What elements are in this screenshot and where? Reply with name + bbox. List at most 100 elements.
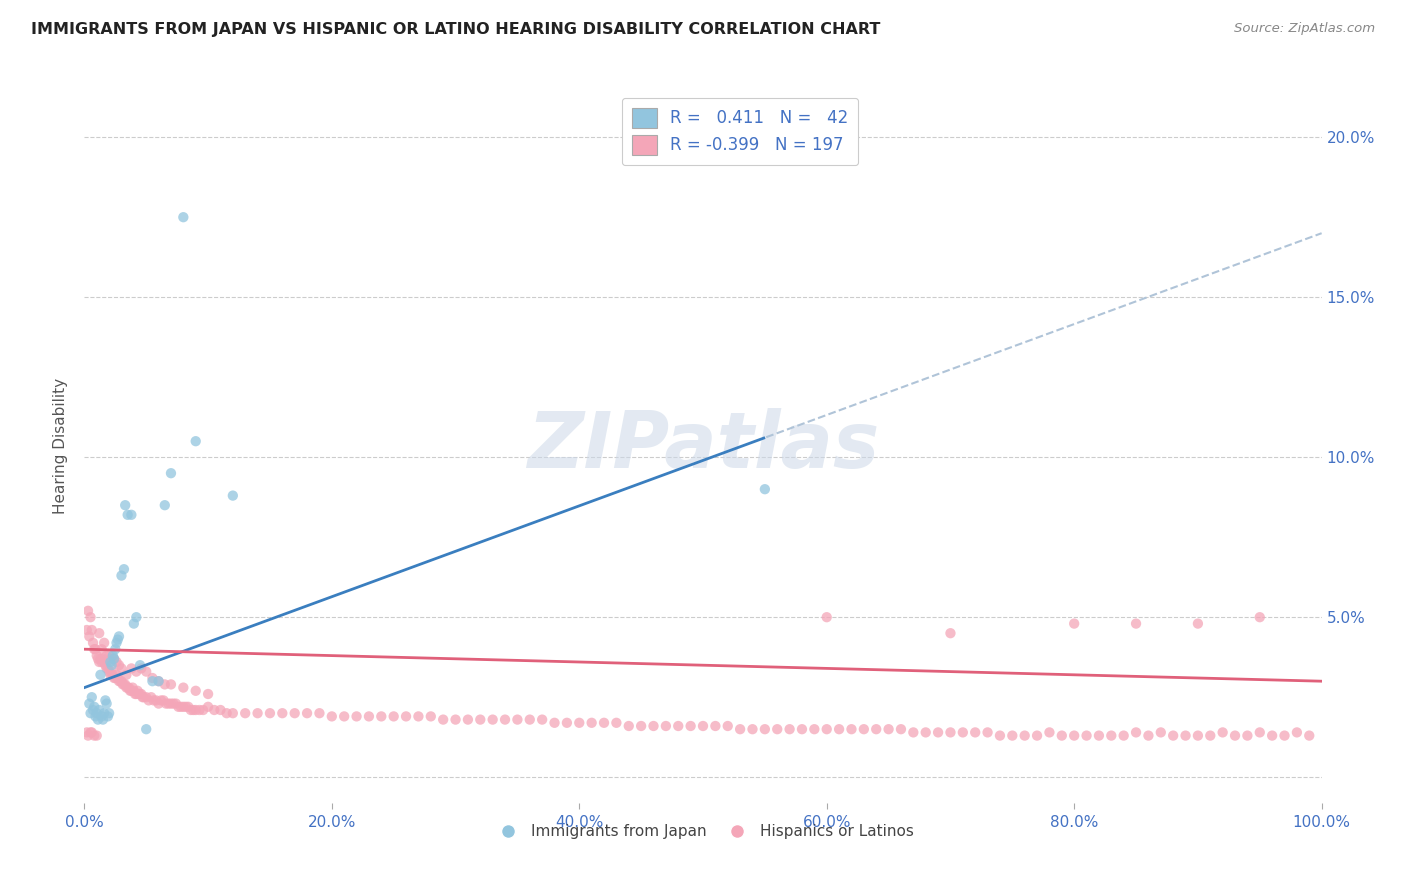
Point [1285, 725, 1308, 739]
Point [432, 713, 454, 727]
Point [79, 610, 101, 624]
Point [79, 629, 101, 643]
Point [132, 690, 155, 705]
Point [120, 661, 142, 675]
Point [1026, 729, 1049, 743]
Point [543, 715, 565, 730]
Point [1249, 725, 1271, 739]
Point [91, 652, 114, 666]
Point [481, 713, 503, 727]
Y-axis label: Hearing Disability: Hearing Disability [53, 378, 69, 514]
Point [165, 697, 187, 711]
Point [790, 722, 813, 736]
Point [180, 703, 202, 717]
Point [93, 655, 115, 669]
Point [215, 706, 238, 721]
Point [1274, 729, 1296, 743]
Point [142, 693, 165, 707]
Point [643, 719, 665, 733]
Point [80, 690, 103, 705]
Point [965, 725, 987, 739]
Point [666, 719, 689, 733]
Point [174, 699, 197, 714]
Point [754, 722, 776, 736]
Point [1174, 729, 1197, 743]
Point [93, 706, 115, 721]
Point [444, 713, 467, 727]
Point [89, 703, 111, 717]
Point [1088, 729, 1111, 743]
Point [120, 508, 142, 522]
Point [76, 725, 98, 739]
Point [692, 719, 714, 733]
Point [98, 665, 121, 679]
Legend: Immigrants from Japan, Hispanics or Latinos: Immigrants from Japan, Hispanics or Lati… [486, 818, 920, 845]
Point [128, 687, 150, 701]
Point [754, 482, 776, 496]
Point [1014, 729, 1036, 743]
Point [79, 725, 101, 739]
Point [184, 703, 207, 717]
Point [89, 668, 111, 682]
Point [84, 642, 107, 657]
Point [122, 683, 145, 698]
Point [1137, 729, 1160, 743]
Point [1125, 616, 1147, 631]
Point [939, 725, 962, 739]
Point [395, 709, 418, 723]
Point [107, 671, 129, 685]
Text: ZIPatlas: ZIPatlas [527, 408, 879, 484]
Point [77, 604, 100, 618]
Point [110, 674, 132, 689]
Point [125, 687, 148, 701]
Point [357, 709, 380, 723]
Point [890, 722, 912, 736]
Point [704, 719, 727, 733]
Point [153, 677, 176, 691]
Point [97, 661, 120, 675]
Point [79, 697, 101, 711]
Point [82, 636, 104, 650]
Point [779, 722, 801, 736]
Point [333, 709, 356, 723]
Point [1063, 729, 1085, 743]
Point [150, 693, 173, 707]
Point [112, 677, 135, 691]
Point [141, 671, 163, 685]
Point [79, 706, 101, 721]
Point [852, 722, 875, 736]
Point [593, 715, 616, 730]
Point [741, 722, 763, 736]
Point [129, 687, 152, 701]
Point [1223, 729, 1246, 743]
Point [531, 713, 554, 727]
Point [1099, 729, 1122, 743]
Point [148, 697, 170, 711]
Point [939, 626, 962, 640]
Point [98, 655, 121, 669]
Point [108, 658, 131, 673]
Point [408, 709, 430, 723]
Point [94, 693, 117, 707]
Point [1199, 729, 1222, 743]
Point [1187, 729, 1209, 743]
Point [127, 683, 149, 698]
Point [100, 652, 122, 666]
Point [1187, 616, 1209, 631]
Point [259, 706, 281, 721]
Point [914, 725, 936, 739]
Point [135, 722, 157, 736]
Point [630, 719, 652, 733]
Point [152, 693, 174, 707]
Point [129, 687, 152, 701]
Point [101, 648, 124, 663]
Point [1249, 610, 1271, 624]
Point [91, 713, 114, 727]
Point [370, 709, 392, 723]
Point [157, 697, 180, 711]
Point [110, 568, 132, 582]
Point [120, 683, 142, 698]
Point [1298, 729, 1320, 743]
Point [89, 652, 111, 666]
Point [271, 706, 294, 721]
